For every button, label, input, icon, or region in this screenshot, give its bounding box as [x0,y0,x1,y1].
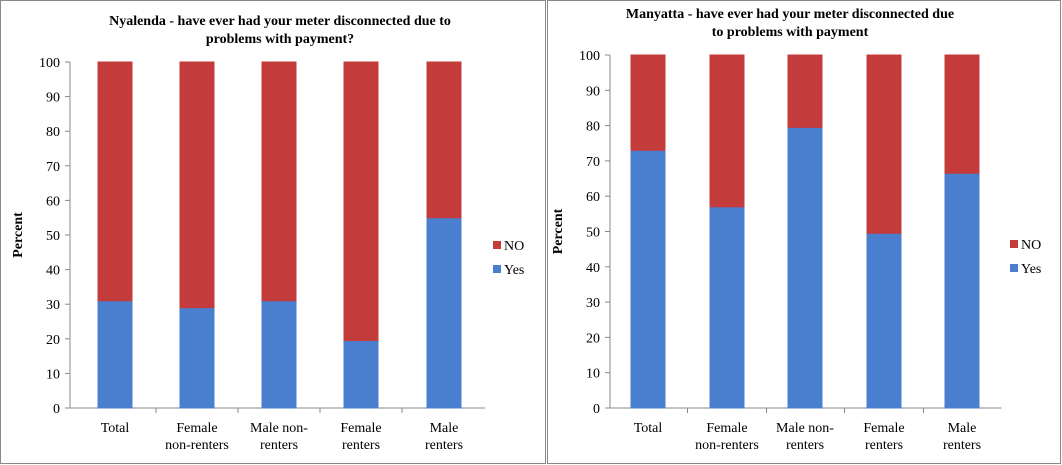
y-tick-label: 60 [586,190,600,205]
y-tick-label: 70 [586,155,600,170]
legend-swatch [493,241,501,249]
bar-segment [630,54,666,151]
bar-segment [866,54,902,234]
bar-segment [944,172,980,409]
chart-title: Manyatta - have ever had your meter disc… [626,7,954,40]
chart-title: Nyalenda - have ever had your meter disc… [109,14,451,47]
bar-segment [179,61,215,309]
bar-segment [866,232,902,409]
y-tick-label: 70 [46,160,60,175]
y-tick-label: 90 [586,84,600,99]
bar-segment [787,126,823,409]
legend-label: Yes [1021,262,1041,277]
bar-segment [261,300,297,409]
x-tick-label: Total [101,421,130,436]
y-tick-label: 50 [586,226,600,241]
bar-segment [97,300,133,409]
y-tick-label: 60 [46,194,60,209]
x-tick-label: Total [634,421,663,436]
y-axis-label: Percent [11,212,26,258]
y-tick-label: 0 [593,402,600,417]
bar-segment [426,61,462,219]
bar-segment [343,340,379,409]
y-tick-label: 20 [46,333,60,348]
legend-swatch [493,265,501,273]
legend-label: Yes [504,263,524,278]
legend-swatch [1010,264,1018,272]
bar-segment [787,54,823,128]
legend-label: NO [1021,238,1041,253]
x-tick-label: Male renters [943,421,981,453]
y-tick-label: 30 [46,298,60,313]
x-tick-label: Female non-renters [165,421,229,453]
x-tick-label: Female renters [863,421,904,453]
y-tick-label: 10 [46,367,60,382]
bar-segment [709,206,745,409]
legend-swatch [1010,240,1018,248]
x-tick-label: Male non-renters [776,421,834,453]
y-tick-label: 40 [46,264,60,279]
y-tick-label: 100 [579,49,600,64]
bar-segment [343,61,379,342]
legend-label: NO [504,239,524,254]
bar-segment [426,217,462,409]
y-tick-label: 20 [586,331,600,346]
y-tick-label: 80 [46,125,60,140]
y-tick-label: 30 [586,296,600,311]
x-tick-label: Female non-renters [695,421,759,453]
y-tick-label: 40 [586,261,600,276]
x-tick-label: Male non-renters [250,421,308,453]
y-tick-label: 100 [39,56,60,71]
bar-segment [944,54,980,174]
y-tick-label: 80 [586,120,600,135]
bar-segment [261,61,297,302]
bar-segment [97,61,133,302]
y-axis-label: Percent [551,208,566,254]
bar-segment [709,54,745,208]
bar-segment [630,149,666,409]
y-tick-label: 0 [53,402,60,417]
x-tick-label: Male renters [425,421,463,453]
y-tick-label: 10 [586,367,600,382]
y-tick-label: 90 [46,91,60,106]
bar-segment [179,307,215,409]
x-tick-label: Female renters [340,421,381,453]
y-tick-label: 50 [46,229,60,244]
